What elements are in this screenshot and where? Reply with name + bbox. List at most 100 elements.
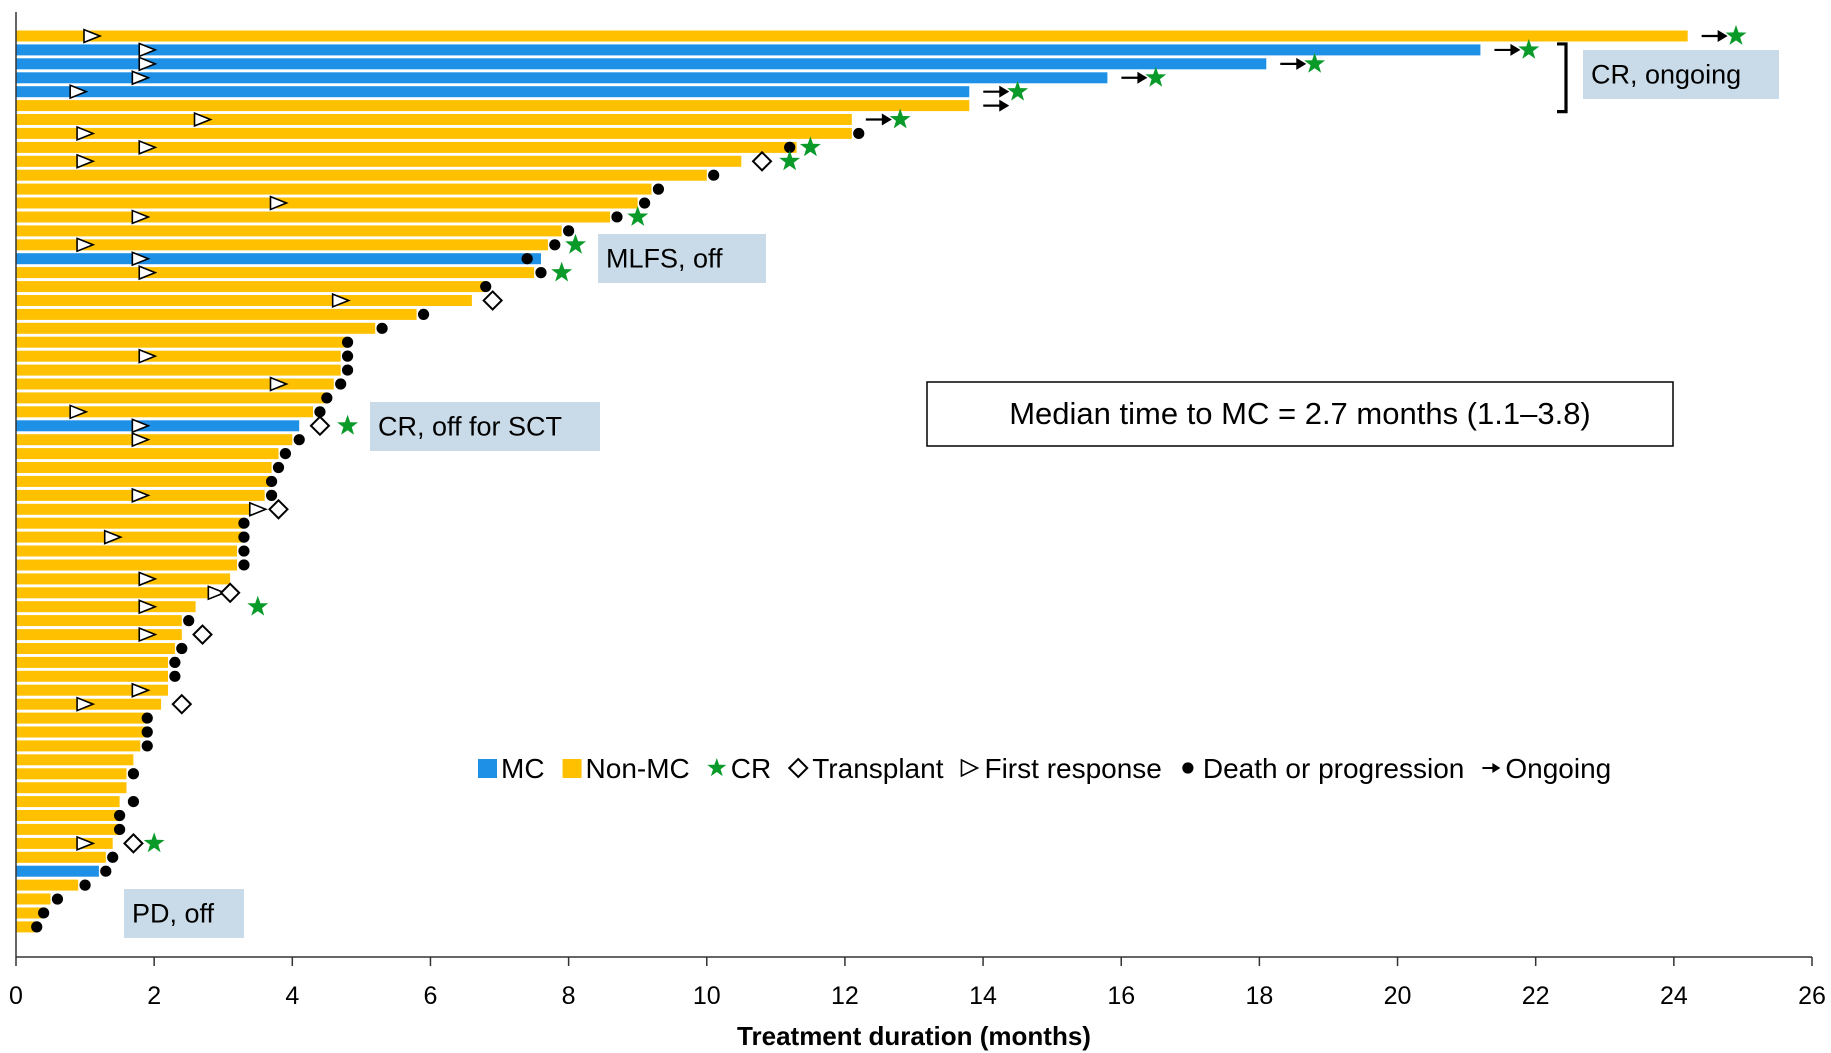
bar-non-mc [16, 462, 272, 473]
bar-non-mc [16, 448, 279, 460]
death-progression-marker [31, 921, 43, 933]
median-callout: Median time to MC = 2.7 months (1.1–3.8) [926, 381, 1674, 447]
bar-non-mc [16, 573, 231, 585]
cr-marker [337, 414, 358, 435]
first-response-marker [207, 585, 227, 601]
bar-non-mc [16, 907, 44, 919]
first-response-marker [269, 376, 289, 392]
bar-non-mc [16, 893, 51, 905]
x-tick-label: 0 [9, 982, 23, 1010]
legend-label: Non-MC [586, 753, 690, 784]
first-response-marker [76, 237, 96, 253]
death-progression-marker [169, 670, 181, 682]
cr-marker [1145, 66, 1167, 87]
annotation: CR, off for SCT [370, 402, 600, 451]
bar-mc [16, 420, 300, 432]
first-response-marker [131, 418, 151, 434]
transplant-marker [123, 832, 144, 854]
bar-non-mc [16, 823, 120, 835]
annotation: PD, off [124, 889, 244, 938]
bar-non-mc [16, 879, 79, 891]
death-progression-marker [238, 517, 250, 529]
first-response-marker [103, 529, 123, 545]
death-progression-marker [341, 336, 354, 348]
first-response-marker [131, 487, 151, 503]
x-tick-label: 16 [1107, 982, 1135, 1010]
death-progression-marker [417, 308, 430, 320]
first-response-marker [138, 42, 158, 58]
legend-death-dot [1182, 762, 1194, 774]
x-tick-label: 20 [1384, 982, 1412, 1010]
markers-layer [31, 25, 1747, 933]
annotation-text: CR, off for SCT [378, 412, 562, 442]
legend-label: Death or progression [1203, 753, 1464, 784]
bar-non-mc [16, 545, 237, 557]
bar-non-mc [16, 169, 707, 181]
death-progression-marker [293, 434, 305, 446]
first-response-marker [76, 696, 96, 712]
first-response-marker [131, 682, 151, 698]
annotation: MLFS, off [598, 234, 766, 283]
legend-label: MC [501, 753, 545, 784]
bar-non-mc [16, 517, 244, 529]
first-response-marker [269, 195, 289, 211]
death-progression-marker [79, 879, 91, 891]
transplant-marker [309, 415, 331, 437]
cr-marker [1518, 38, 1540, 59]
x-tick-label: 24 [1660, 982, 1688, 1010]
bar-non-mc [16, 559, 237, 571]
first-response-marker [83, 28, 103, 44]
bar-non-mc [16, 670, 168, 682]
annotation-text: PD, off [132, 899, 215, 929]
first-response-marker [76, 835, 96, 851]
bar-non-mc [16, 30, 1688, 42]
bar-non-mc [16, 267, 535, 279]
x-ticks: 0 2 4 6 8 10 12 14 16 18 20 22 24 26 [9, 957, 1826, 1010]
x-tick-label: 10 [693, 982, 721, 1010]
x-tick-label: 12 [831, 982, 859, 1010]
bar-non-mc [16, 350, 341, 362]
ongoing-arrow [1280, 57, 1307, 70]
first-response-marker [131, 432, 151, 448]
bar-non-mc [16, 754, 134, 766]
ongoing-arrow [983, 99, 1010, 112]
bar-non-mc [16, 531, 244, 543]
cr-marker [247, 595, 269, 616]
annotation: CR, ongoing [1583, 50, 1779, 99]
legend-first-response-triangle [960, 758, 980, 778]
ongoing-arrow [983, 85, 1010, 98]
bracket-cr-ongoing [1557, 42, 1568, 114]
death-progression-marker [127, 768, 140, 780]
ongoing-arrow [1701, 30, 1728, 42]
ongoing-arrow-head [1510, 43, 1521, 56]
bar-mc [16, 865, 99, 877]
first-response-marker [331, 292, 351, 309]
bar-mc [16, 253, 541, 265]
cr-marker [551, 261, 573, 282]
bar-non-mc [16, 406, 313, 418]
death-progression-marker [265, 489, 278, 501]
x-tick-label: 6 [424, 982, 438, 1010]
death-progression-marker [321, 392, 333, 404]
first-response-marker [131, 209, 151, 225]
x-tick-label: 14 [969, 982, 997, 1010]
death-progression-marker [141, 712, 153, 724]
median-callout-text: Median time to MC = 2.7 months (1.1–3.8) [1009, 396, 1591, 431]
x-axis-label: Treatment duration (months) [737, 1021, 1091, 1051]
legend-cr-star [707, 758, 727, 777]
annotations-layer: CR, ongoing MLFS, off CR, off for SCT PD, o… [124, 42, 1779, 938]
first-response-marker [138, 626, 158, 643]
legend-mc-swatch [478, 759, 497, 778]
bar-non-mc [16, 281, 486, 293]
first-response-marker [138, 139, 158, 155]
death-progression-marker [376, 322, 388, 334]
bar-non-mc [16, 475, 272, 487]
death-progression-marker [176, 642, 188, 655]
x-tick-label: 8 [562, 982, 576, 1010]
first-response-marker [76, 153, 96, 169]
legend-ongoing-arrow-head [1492, 763, 1501, 773]
bar-non-mc [16, 810, 120, 821]
transplant-marker [219, 582, 241, 604]
bar-non-mc [16, 782, 127, 794]
legend-label: CR [731, 753, 771, 784]
